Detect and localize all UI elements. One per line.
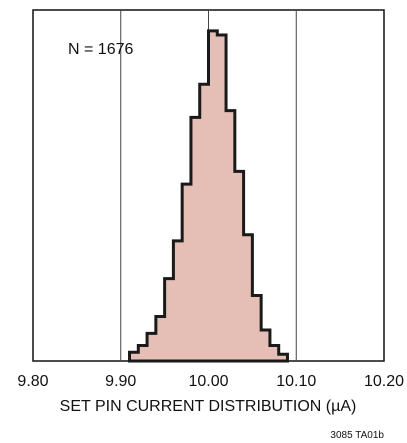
histogram-bar-0 (129, 352, 139, 361)
histogram-bar-1 (138, 345, 148, 361)
histogram-bar-3 (155, 316, 165, 361)
histogram-bar-11 (226, 110, 235, 361)
x-axis-tick-labels: 9.80 9.90 10.00 10.10 10.20 (17, 373, 404, 390)
histogram-bar-4 (164, 278, 174, 361)
histogram-bar-16 (269, 345, 279, 361)
histogram-bar-14 (252, 295, 262, 361)
histogram-bar-2 (147, 333, 156, 361)
histogram-outline (128, 29, 289, 363)
x-tick-label-4: 10.20 (364, 373, 404, 390)
histogram-bar-9 (208, 30, 218, 362)
figure-id-footnote: 3085 TA01b (330, 430, 384, 441)
histogram-bars (129, 30, 288, 362)
x-axis-label: SET PIN CURRENT DISTRIBUTION (µA) (60, 398, 357, 415)
histogram-bar-12 (234, 171, 244, 361)
histogram-bar-7 (190, 117, 200, 361)
x-tick-label-3: 10.10 (276, 373, 316, 390)
sample-size-annotation: N = 1676 (68, 41, 133, 58)
histogram-bar-5 (173, 240, 183, 361)
x-tick-label-0: 9.80 (17, 373, 48, 390)
x-tick-label-1: 9.90 (105, 373, 136, 390)
histogram-bar-17 (278, 354, 288, 361)
histogram-bar-8 (199, 84, 209, 361)
x-tick-label-2: 10.00 (188, 373, 228, 390)
histogram-bar-15 (261, 329, 270, 361)
histogram-bar-6 (182, 184, 191, 361)
histogram-bar-10 (217, 34, 227, 361)
histogram-bar-13 (243, 234, 253, 361)
